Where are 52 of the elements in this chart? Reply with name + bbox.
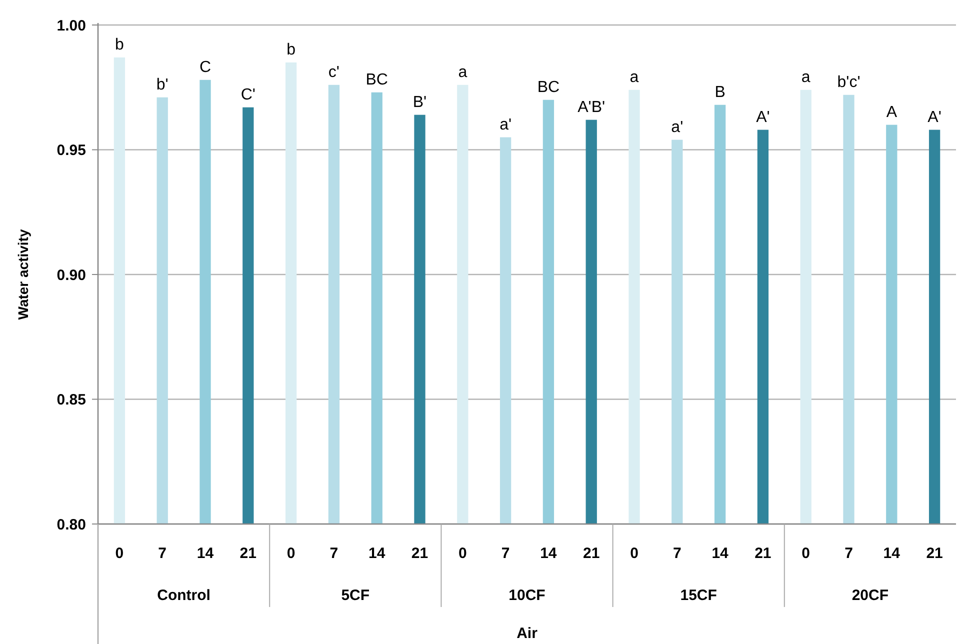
x-tick-label: 21 — [583, 545, 600, 562]
x-tick-label: 0 — [802, 545, 810, 562]
x-tick-label: 21 — [926, 545, 943, 562]
data-label: b — [286, 41, 296, 58]
x-axis-title: Air — [516, 625, 538, 642]
data-label: A'B' — [578, 98, 606, 116]
text: 20CF — [852, 587, 889, 604]
x-tick-label: 21 — [754, 545, 772, 562]
text: 10CF — [508, 587, 546, 604]
x-tick-label: 14 — [540, 545, 558, 562]
x-tick-label: 21 — [240, 545, 256, 562]
data-label: A — [886, 104, 898, 121]
x-tick-label: 0 — [630, 545, 638, 562]
data-label: A' — [756, 108, 770, 126]
x-tick-label: 0 — [115, 545, 124, 562]
data-label: b' — [156, 76, 168, 94]
y-tick-label: 0.85 — [56, 392, 86, 408]
data-label: a' — [500, 116, 512, 134]
x-tick-label: 7 — [330, 545, 338, 562]
data-label: a — [630, 68, 639, 86]
y-tick-label: 0.90 — [56, 266, 86, 284]
x-tick-label: 7 — [672, 545, 682, 562]
x-tick-label: 0 — [458, 545, 467, 562]
x-tick-label: 14 — [712, 545, 730, 562]
data-label: a — [458, 64, 468, 81]
data-label: B' — [412, 94, 427, 111]
y-tick-label: 0.95 — [56, 142, 86, 159]
x-tick-label: 0 — [286, 545, 296, 562]
text: 5CF — [341, 587, 370, 604]
x-tick-label: 14 — [883, 545, 901, 562]
data-label: C' — [240, 86, 256, 104]
x-tick-label: 7 — [158, 545, 167, 562]
data-label: a — [801, 68, 810, 86]
data-label: b'c' — [837, 74, 860, 91]
text: Control — [157, 587, 210, 604]
x-tick-label: 14 — [368, 545, 386, 562]
data-label: BC — [366, 71, 388, 88]
y-tick-label: 0.80 — [56, 516, 86, 534]
data-label: b — [114, 36, 124, 54]
data-label: A' — [928, 108, 942, 126]
data-label: BC — [537, 78, 560, 96]
x-tick-label: 21 — [411, 545, 428, 562]
x-tick-label: 7 — [844, 545, 853, 562]
text: 15CF — [680, 587, 717, 604]
data-label: a' — [671, 118, 684, 136]
data-label: c' — [328, 64, 340, 81]
data-label: C — [199, 58, 212, 76]
x-tick-label: 14 — [196, 545, 214, 562]
x-tick-label: 7 — [501, 545, 510, 562]
y-axis-title: Water activity — [15, 229, 31, 320]
data-label: B — [714, 84, 726, 101]
y-tick-label: 1.00 — [56, 17, 86, 34]
